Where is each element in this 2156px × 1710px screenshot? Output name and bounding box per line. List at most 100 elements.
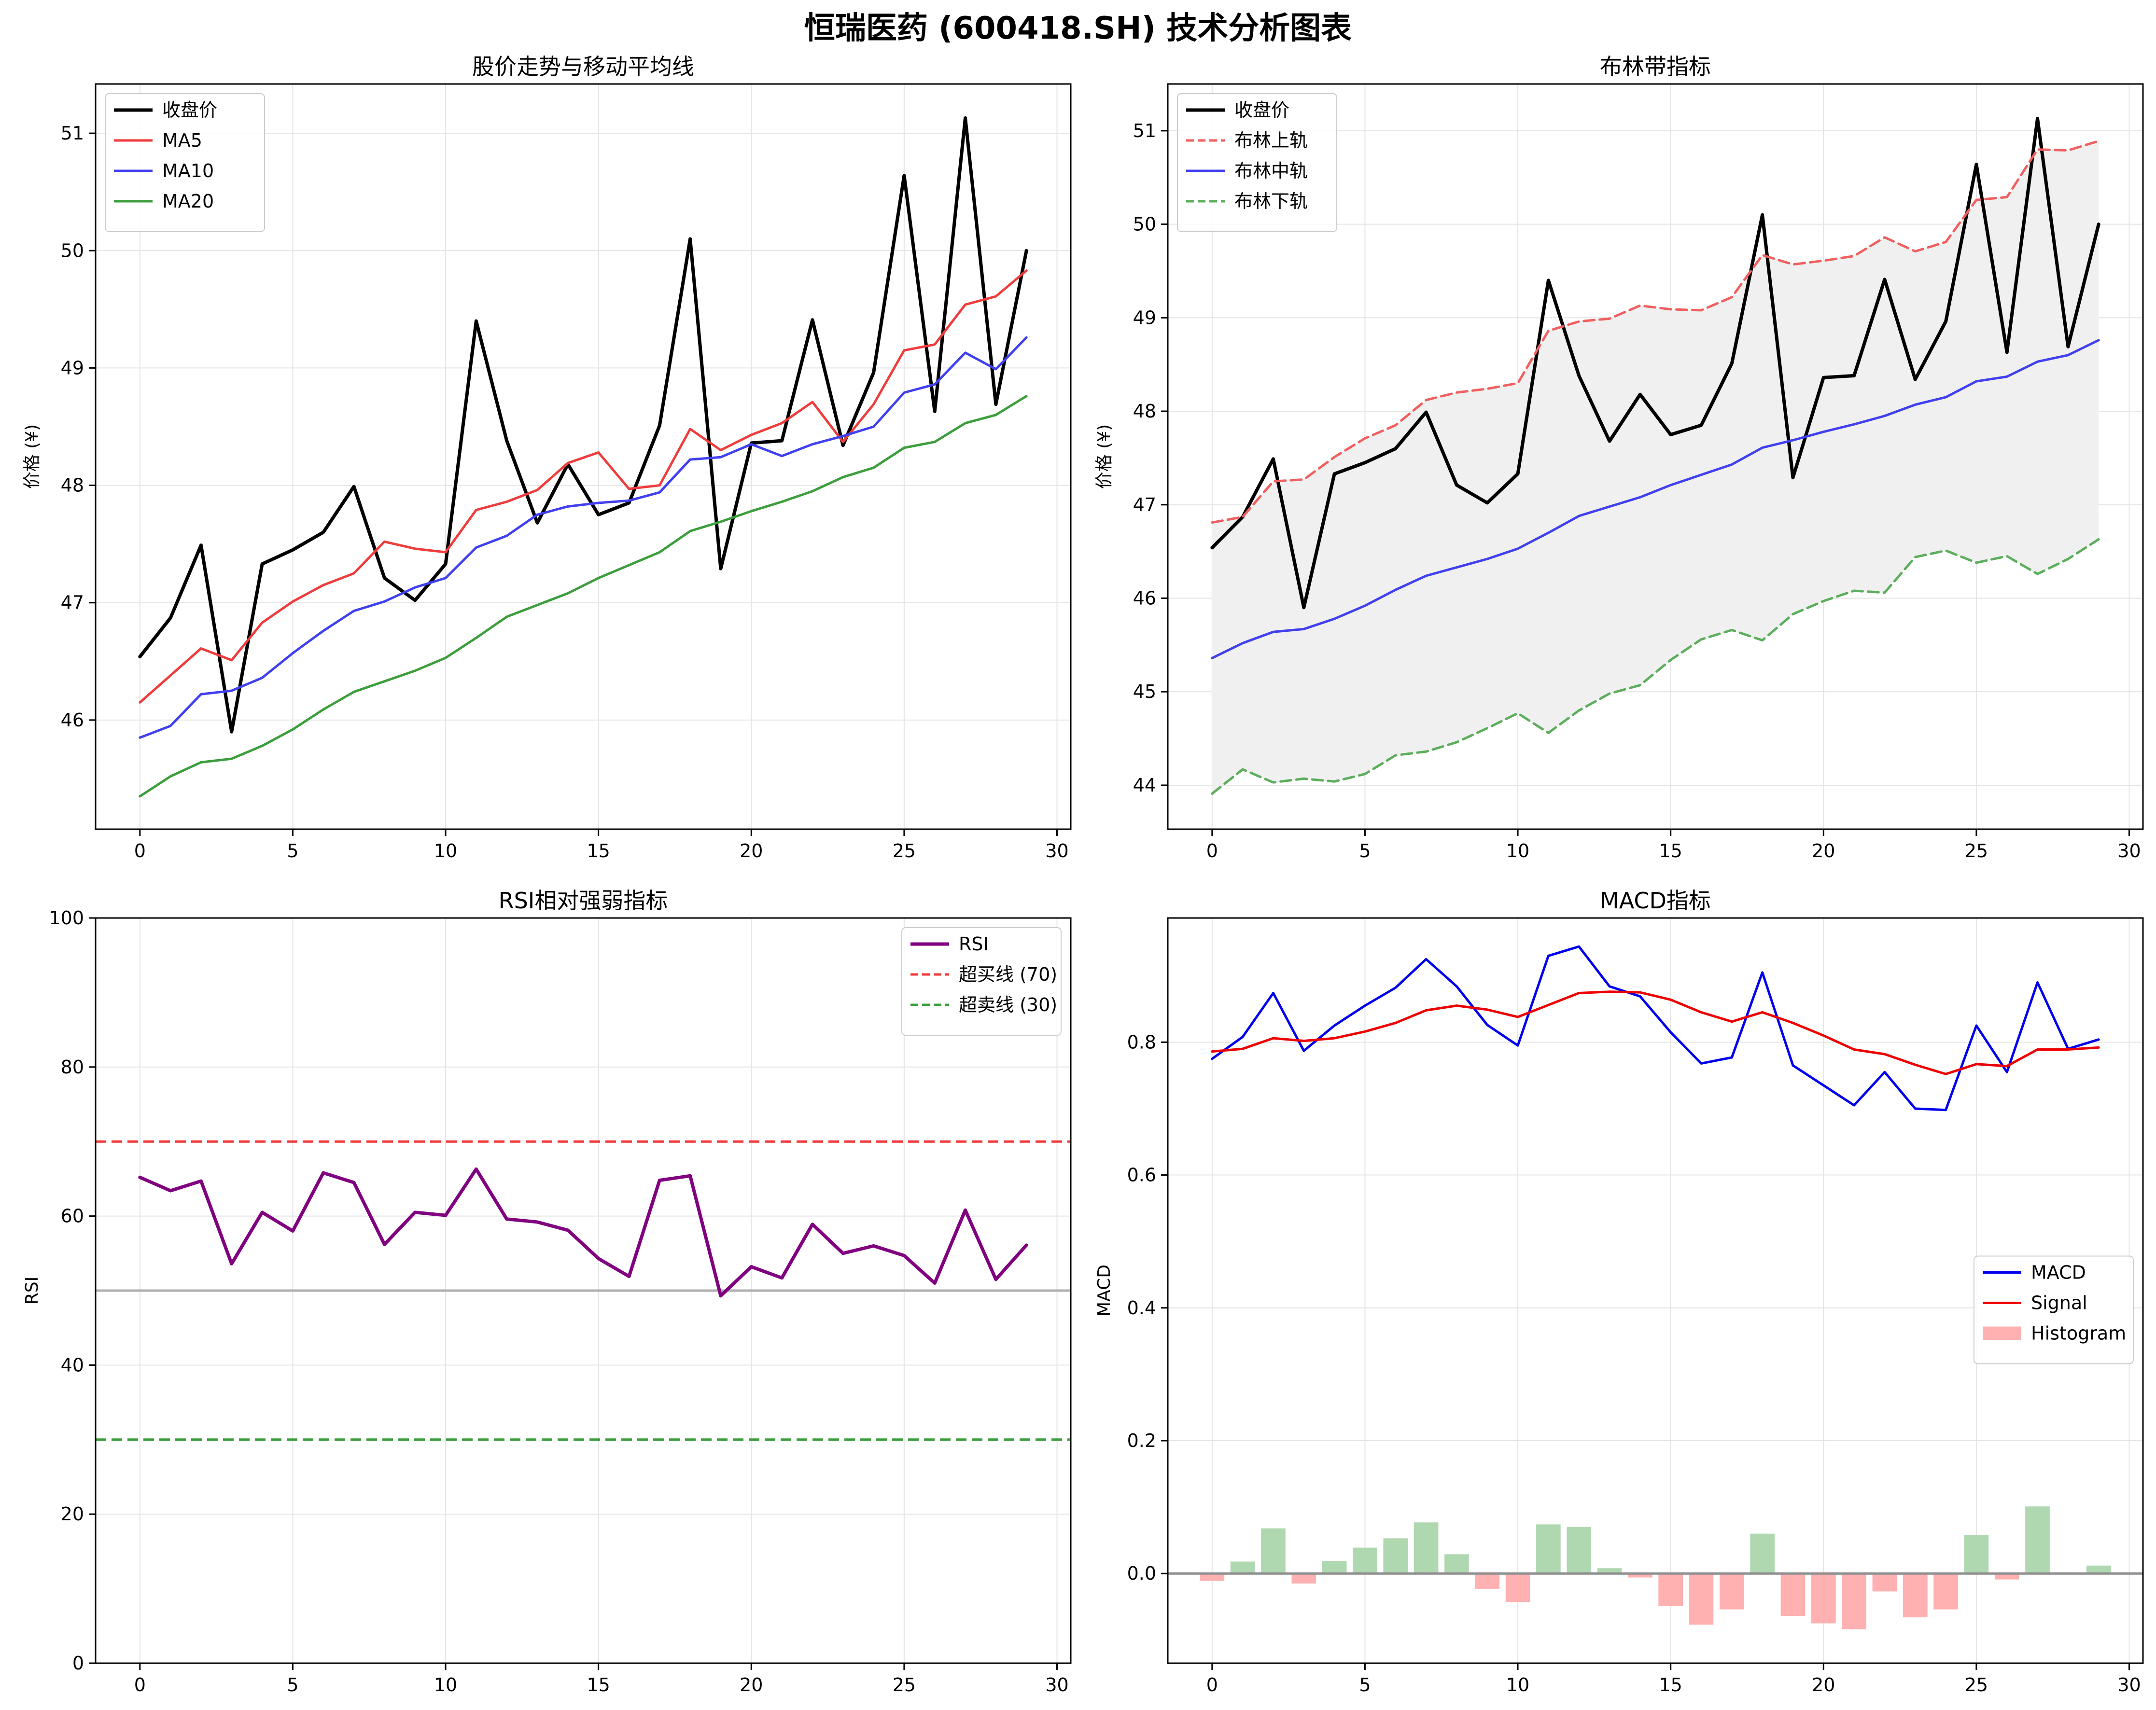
histogram-bar [1750,1533,1775,1574]
legend-box [901,927,1062,1036]
series-line [1210,117,2100,610]
x-tick-label: 15 [1659,840,1682,862]
x-tick-label: 10 [434,1674,457,1696]
series-line [139,336,1028,739]
histogram-bar [1322,1561,1347,1574]
histogram-bar [1903,1573,1928,1618]
legend-label: 超卖线 (30) [959,994,1057,1015]
legend-label: 收盘价 [162,99,217,121]
histogram-bar [1230,1561,1255,1574]
y-tick-label: 0.6 [1127,1165,1156,1186]
y-tick-label: 80 [61,1057,84,1078]
x-tick-label: 30 [2117,1674,2141,1696]
x-tick-label: 25 [893,840,916,862]
histogram-bar [1200,1573,1225,1581]
histogram-bar [1291,1573,1316,1584]
y-axis-label: RSI [22,1277,42,1305]
series-line [138,116,1028,734]
histogram-bar [1811,1573,1836,1624]
x-tick-label: 0 [134,840,146,862]
series-line [1211,945,2100,1112]
x-tick-label: 5 [287,1674,298,1696]
series-line [1211,139,2100,524]
x-tick-label: 10 [1506,1674,1529,1696]
y-axis-label: MACD [1094,1265,1114,1317]
histogram-bar [1872,1573,1897,1592]
histogram-bar [1444,1554,1469,1574]
y-tick-label: 40 [61,1354,84,1376]
legend-label: MA20 [162,191,214,212]
y-tick-label: 46 [1133,587,1156,609]
x-tick-label: 15 [587,1674,610,1696]
x-tick-label: 20 [1812,840,1835,862]
series-line [1211,990,2100,1075]
histogram-bar [2025,1506,2050,1574]
legend-label: MA5 [162,130,202,151]
x-tick-label: 5 [1359,840,1371,862]
y-tick-label: 100 [49,907,84,929]
y-tick-label: 0.0 [1127,1563,1156,1584]
histogram-bar [1719,1573,1744,1610]
y-tick-label: 0.4 [1127,1297,1156,1319]
y-tick-label: 47 [61,592,84,613]
legend: 收盘价 MA5 MA10 MA20 [105,93,265,232]
x-tick-label: 25 [1965,1674,1988,1696]
legend-label: MACD [2031,1262,2086,1283]
histogram-bar [1842,1573,1866,1629]
axes-frame [1167,917,2144,1664]
y-tick-label: 0.2 [1127,1430,1156,1451]
histogram-bar [1261,1528,1286,1574]
series-line [139,269,1028,704]
figure-title: 恒瑞医药 (600418.SH) 技术分析图表 [804,11,1352,46]
series-line [139,395,1028,798]
y-tick-label: 48 [1133,401,1156,422]
histogram-bar [1628,1573,1652,1578]
legend-label: 超买线 (70) [959,964,1057,985]
legend-label: Histogram [2031,1323,2126,1344]
y-tick-label: 0.8 [1127,1031,1156,1053]
axes-frame [95,83,1072,830]
series-line [1211,339,2100,659]
axes-frame [1167,83,2144,830]
chart-title: MACD指标 [1600,888,1711,914]
histogram-bar [1689,1573,1714,1625]
x-tick-label: 30 [2117,840,2141,862]
x-tick-label: 5 [1359,1674,1371,1696]
y-tick-label: 51 [61,123,84,144]
x-tick-label: 0 [1206,1674,1218,1696]
y-tick-label: 50 [61,240,84,261]
x-tick-label: 10 [434,840,457,862]
histogram-bar [2086,1565,2111,1574]
x-tick-label: 25 [1965,840,1988,862]
y-tick-label: 48 [61,475,84,496]
x-tick-label: 30 [1045,840,1068,862]
histogram-bar [1933,1573,1958,1610]
histogram-bar [1567,1527,1592,1574]
chart-title: RSI相对强弱指标 [499,888,668,914]
series-line [1211,538,2100,795]
legend-box [105,93,265,232]
x-tick-label: 20 [1812,1674,1835,1696]
x-tick-label: 20 [740,1674,763,1696]
y-tick-label: 44 [1133,775,1156,796]
legend-label: 收盘价 [1234,99,1289,121]
x-tick-label: 25 [893,1674,916,1696]
histogram-bar [1414,1522,1439,1574]
legend: RSI 超买线 (70) 超卖线 (30) [901,927,1062,1036]
x-tick-label: 20 [740,840,763,862]
legend-label: 布林上轨 [1234,130,1308,151]
y-tick-label: 47 [1133,494,1156,515]
y-tick-label: 46 [61,709,84,731]
legend-label: 布林中轨 [1234,160,1308,181]
histogram-bar [1658,1573,1683,1606]
x-tick-label: 10 [1506,840,1529,862]
x-tick-label: 30 [1045,1674,1068,1696]
histogram-bar [1383,1538,1408,1574]
legend-swatch [1983,1326,2021,1340]
legend: MACD Signal Histogram [1974,1255,2134,1364]
